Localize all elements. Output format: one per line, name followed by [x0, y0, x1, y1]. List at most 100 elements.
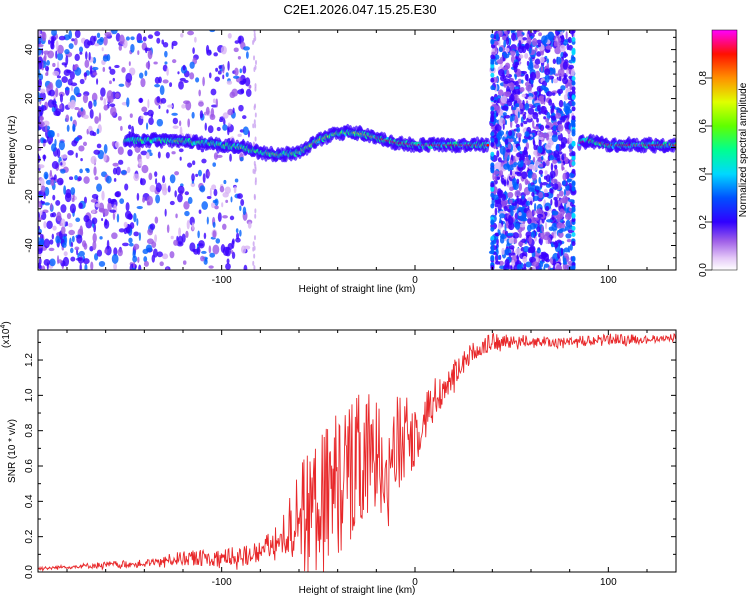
burst-blob — [497, 202, 502, 211]
noise-blob — [160, 97, 167, 104]
burst-blob — [516, 132, 522, 138]
noise-blob — [174, 171, 180, 176]
burst-blob — [559, 228, 567, 232]
noise-blob — [46, 85, 50, 94]
burst-blob — [569, 148, 573, 153]
burst-blob — [522, 255, 528, 264]
noise-blob — [98, 260, 106, 267]
burst-blob — [526, 210, 533, 219]
noise-blob — [45, 72, 49, 77]
burst-blob — [545, 125, 550, 129]
burst-blob — [554, 164, 558, 170]
burst-blob — [565, 108, 569, 116]
burst-edge — [490, 151, 495, 157]
noise-blob — [184, 210, 190, 217]
noise-blob — [38, 47, 42, 56]
burst-blob — [506, 158, 509, 162]
noise-blob — [227, 33, 232, 39]
noise-blob — [154, 234, 158, 243]
colorbar-tick-label: 0.2 — [698, 215, 709, 229]
burst-blob — [541, 225, 544, 233]
burst-blob — [521, 37, 528, 41]
noise-blob — [43, 171, 49, 180]
burst-blob — [508, 205, 516, 210]
noise-blob — [71, 99, 76, 108]
noise-blob — [65, 188, 72, 199]
noise-blob — [149, 223, 156, 230]
noise-blob — [202, 76, 205, 87]
noise-blob — [98, 112, 102, 122]
burst-blob — [508, 134, 512, 139]
noise-blob — [178, 81, 184, 90]
burst-blob — [545, 48, 551, 53]
noise-blob — [96, 32, 101, 39]
burst-blob — [545, 205, 550, 212]
noise-blob — [47, 39, 51, 45]
noise-blob — [60, 226, 66, 235]
noise-blob — [104, 31, 112, 37]
y-tick-label: 40 — [24, 44, 35, 56]
burst-blob — [534, 217, 539, 221]
noise-blob — [118, 228, 125, 233]
burst-blob — [533, 140, 536, 147]
noise-blob — [99, 37, 104, 43]
burst-blob — [529, 245, 536, 254]
burst-edge — [571, 37, 576, 43]
burst-blob — [541, 155, 544, 161]
noise-blob — [156, 96, 161, 103]
noise-blob — [245, 88, 252, 98]
noise-blob — [113, 263, 117, 270]
noise-blob — [38, 36, 41, 45]
snr-x-label: Height of straight line (km) — [299, 585, 416, 596]
noise-blob — [198, 101, 204, 107]
noise-blob — [154, 76, 160, 84]
burst-edge — [571, 56, 576, 62]
burst-blob — [502, 112, 507, 116]
noise-blob — [158, 105, 161, 109]
burst-blob — [527, 96, 533, 101]
noise-blob — [159, 85, 165, 96]
burst-edge — [490, 137, 495, 143]
noise-blob — [38, 30, 41, 38]
burst-blob — [511, 259, 515, 267]
burst-blob — [503, 265, 507, 270]
burst-blob — [545, 149, 552, 154]
burst-edge — [490, 77, 495, 83]
noise-blob — [84, 263, 88, 270]
noise-blob — [48, 83, 53, 90]
burst-blob — [516, 152, 522, 158]
burst-blob — [498, 170, 504, 176]
noise-blob — [217, 212, 222, 222]
noise-blob — [112, 162, 119, 167]
burst-blob — [538, 191, 544, 199]
noise-blob — [91, 209, 96, 214]
noise-blob — [252, 260, 255, 266]
noise-blob — [51, 161, 59, 169]
noise-blob — [235, 228, 239, 234]
burst-blob — [518, 202, 526, 206]
burst-blob — [565, 219, 571, 228]
noise-blob — [148, 152, 153, 157]
noise-blob — [239, 156, 244, 162]
noise-blob — [223, 179, 227, 185]
noise-blob — [238, 35, 242, 45]
burst-blob — [499, 210, 505, 215]
burst-edge — [571, 47, 576, 53]
noise-blob — [197, 169, 202, 177]
noise-blob — [43, 221, 47, 229]
noise-blob — [144, 47, 151, 52]
burst-blob — [526, 224, 532, 232]
noise-blob — [70, 82, 78, 87]
noise-blob — [61, 242, 67, 248]
burst-blob — [544, 170, 548, 175]
noise-blob — [103, 153, 107, 162]
noise-blob — [88, 51, 91, 61]
noise-blob — [253, 55, 256, 61]
noise-blob — [213, 152, 219, 160]
noise-blob — [242, 115, 247, 120]
burst-blob — [503, 39, 507, 48]
colorbar-tick-label: 0.6 — [698, 119, 709, 133]
noise-blob — [220, 45, 227, 55]
burst-blob — [543, 265, 546, 270]
burst-blob — [556, 222, 562, 229]
